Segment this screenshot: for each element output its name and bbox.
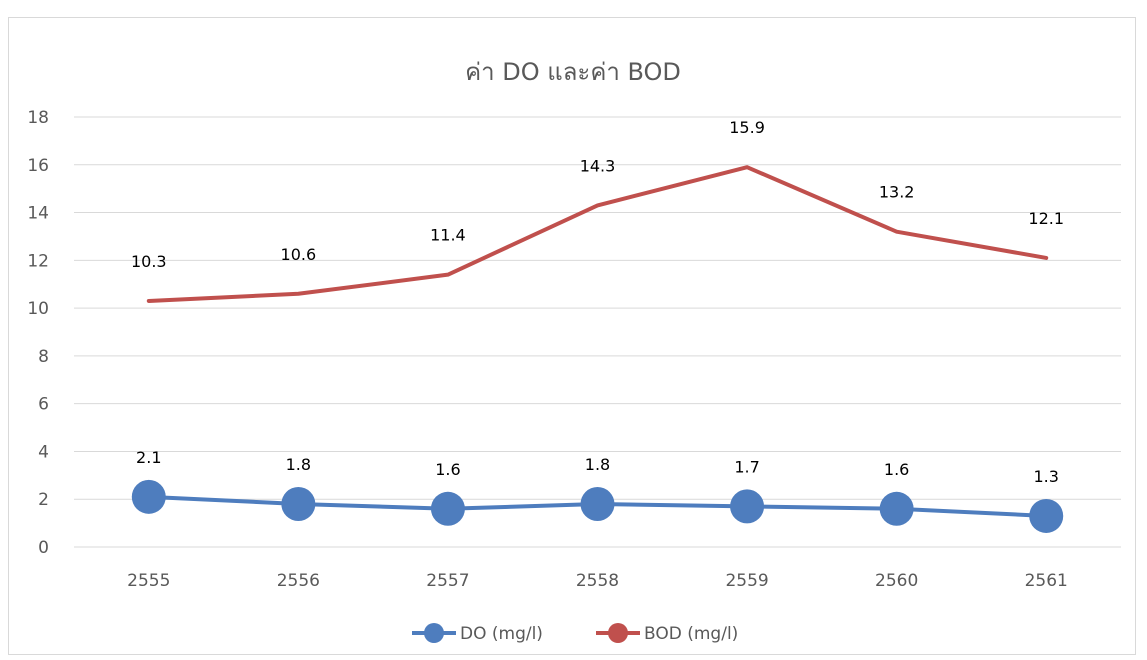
data-label: 13.2 bbox=[879, 183, 915, 202]
series-line-1 bbox=[146, 165, 1049, 303]
data-label: 1.3 bbox=[1033, 467, 1058, 486]
chart-frame bbox=[8, 17, 1136, 655]
legend-item-0: DO (mg/l) bbox=[412, 623, 543, 644]
y-tick-label: 10 bbox=[27, 299, 49, 319]
x-tick-label: 2558 bbox=[576, 571, 619, 591]
y-tick-label: 2 bbox=[38, 490, 49, 510]
data-label: 1.8 bbox=[585, 455, 610, 474]
data-point bbox=[131, 479, 166, 514]
data-point bbox=[879, 491, 914, 526]
y-tick-label: 14 bbox=[27, 204, 49, 224]
x-tick-label: 2561 bbox=[1025, 571, 1068, 591]
data-label: 2.1 bbox=[136, 448, 161, 467]
y-tick-label: 6 bbox=[38, 395, 49, 415]
data-label: 12.1 bbox=[1028, 209, 1064, 228]
data-point bbox=[580, 487, 615, 521]
data-label: 10.3 bbox=[131, 252, 167, 271]
data-label: 1.6 bbox=[435, 460, 460, 479]
data-label: 15.9 bbox=[729, 118, 765, 137]
x-axis-ticks: 2555 2556 2557 2558 2559 2560 2561 bbox=[127, 571, 1068, 591]
chart-title: ค่า DO และค่า BOD bbox=[465, 58, 681, 86]
y-tick-label: 4 bbox=[38, 442, 49, 462]
data-label: 1.7 bbox=[734, 457, 759, 476]
x-tick-label: 2557 bbox=[426, 571, 469, 591]
data-label: 10.6 bbox=[281, 245, 317, 264]
data-point bbox=[430, 491, 465, 526]
x-tick-label: 2559 bbox=[725, 571, 768, 591]
data-label: 11.4 bbox=[430, 226, 466, 245]
data-label: 1.6 bbox=[884, 460, 909, 479]
gridlines bbox=[74, 116, 1121, 548]
data-label: 1.8 bbox=[286, 455, 311, 474]
x-tick-label: 2556 bbox=[277, 571, 320, 591]
x-tick-label: 2560 bbox=[875, 571, 918, 591]
legend-swatch-marker bbox=[424, 623, 444, 643]
data-label: 14.3 bbox=[580, 156, 616, 175]
data-point bbox=[730, 489, 765, 524]
legend-label: BOD (mg/l) bbox=[644, 624, 738, 644]
y-tick-label: 8 bbox=[38, 347, 49, 367]
legend-swatch-marker bbox=[608, 623, 628, 643]
x-tick-label: 2555 bbox=[127, 571, 170, 591]
data-point bbox=[281, 487, 316, 521]
data-labels: 2.1 1.8 1.6 1.8 1.7 1.6 1.3 10.3 10.6 11.4 14.3 15.… bbox=[131, 118, 1064, 486]
y-tick-label: 0 bbox=[38, 538, 49, 558]
legend-label: DO (mg/l) bbox=[460, 624, 543, 644]
y-tick-label: 16 bbox=[27, 156, 49, 176]
y-tick-label: 18 bbox=[27, 108, 49, 128]
data-point bbox=[1029, 498, 1064, 533]
y-axis-ticks: 0 2 4 6 8 10 12 14 16 18 bbox=[27, 108, 49, 558]
y-tick-label: 12 bbox=[27, 251, 49, 271]
series-markers bbox=[131, 479, 1064, 533]
legend: DO (mg/l) BOD (mg/l) bbox=[412, 623, 738, 644]
legend-item-1: BOD (mg/l) bbox=[596, 623, 738, 644]
